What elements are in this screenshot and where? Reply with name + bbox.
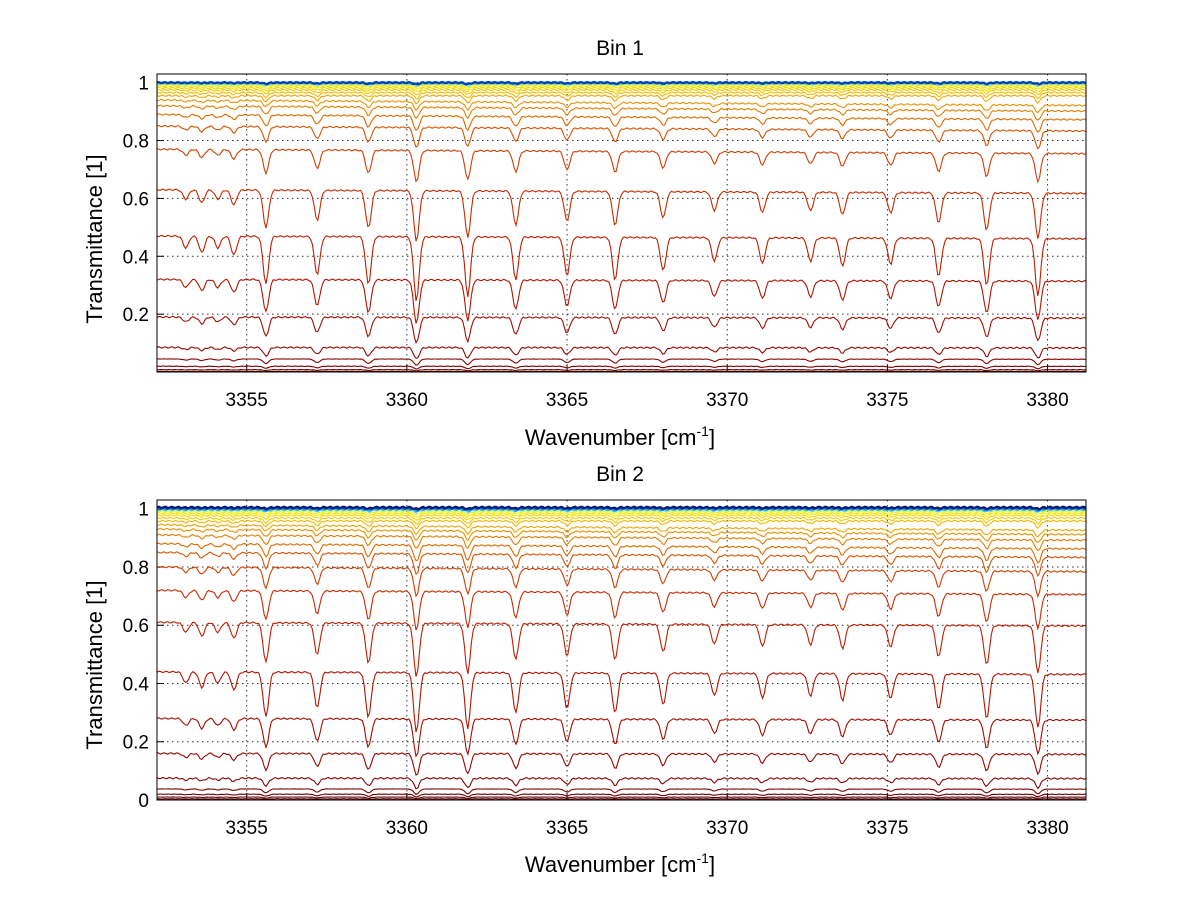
series-line-10 [156,94,1087,105]
series-line-21 [156,358,1086,366]
x-axis-label-main: Wavenumber [cm [525,852,697,877]
series-line-8 [157,88,1087,96]
y-tick-label: 0.2 [123,733,149,754]
series-line-1 [156,80,1087,86]
chart-title: Bin 2 [596,463,644,486]
series-line-21 [156,752,1086,776]
series-line-16 [156,565,1087,599]
series-line-24 [156,793,1086,798]
x-tick-label: 3360 [386,390,428,411]
series-line-15 [156,147,1087,184]
y-tick-label: 0.2 [123,305,149,326]
y-tick-label: 0.4 [123,674,150,695]
series-line-14 [156,542,1087,564]
x-tick-label: 3370 [706,390,748,411]
y-axis-label: Transmittance [1] [82,154,107,323]
series-line-12 [156,104,1087,121]
series-line-22 [156,365,1087,370]
y-tick-label: 0 [138,791,149,812]
series-line-17 [156,234,1087,302]
series-line-6 [156,84,1087,91]
series-line-10 [156,519,1087,530]
x-tick-label: 3375 [866,390,908,411]
series-line-22 [156,776,1087,790]
series-line-9 [156,516,1087,525]
series-line-18 [156,278,1087,324]
series-line-1 [156,505,1087,511]
x-axis-label: Wavenumber [cm-1] [525,423,715,450]
x-tick-label: 3375 [866,818,908,839]
chart-title: Bin 1 [596,37,644,60]
x-tick-label: 3355 [226,390,268,411]
x-tick-label: 3365 [546,818,588,839]
y-tick-label: 0.6 [123,616,149,637]
series-line-11 [156,98,1087,114]
axes-frame [156,499,1087,801]
series-line-6 [156,510,1087,516]
series-line-13 [156,113,1087,133]
y-tick-label: 0.6 [123,189,149,210]
chart-panel-bin1: Bin 1 Transmittance [1] Wavenumber [cm-1… [82,37,1087,450]
chart-panel-bin2: Bin 2 Transmittance [1] Wavenumber [cm-1… [82,463,1087,877]
y-tick-label: 1 [138,74,149,95]
series-line-14 [156,124,1087,150]
plot-area: 3355 3360 3365 3370 3375 3380 0 0.2 0.4 0.6 0.8 1 [123,499,1087,839]
series-line-16 [156,188,1087,242]
x-axis-label-close: ] [709,852,715,877]
series-line-18 [156,620,1087,677]
x-axis-label-superscript: -1 [697,423,710,439]
x-axis-label-close: ] [709,425,715,450]
series-line-23 [156,788,1087,795]
y-tick-label: 0.8 [123,558,149,579]
series-line-17 [156,588,1087,631]
series-line-25 [156,796,1087,800]
series-line-7 [156,86,1087,93]
series-line-9 [156,91,1087,100]
axes-frame [156,73,1087,373]
series-line-20 [156,717,1087,758]
x-axis-label-superscript: -1 [697,850,710,866]
series-line-11 [156,523,1087,538]
y-tick-label: 0.8 [123,132,149,153]
series-line-19 [156,670,1087,733]
series-line-13 [156,533,1087,551]
series-line-7 [156,512,1087,518]
plot-background [157,500,1086,800]
x-tick-label: 3380 [1026,818,1068,839]
series-line-19 [156,315,1087,344]
x-tick-label: 3355 [226,818,268,839]
series-line-8 [157,514,1087,521]
x-tick-label: 3360 [386,818,428,839]
series-line-23 [156,368,1087,372]
series-line-26 [156,798,1087,800]
y-tick-label: 0.4 [123,247,150,268]
x-tick-label: 3370 [706,818,748,839]
series-line-15 [156,551,1087,578]
y-axis-label: Transmittance [1] [82,580,107,749]
x-axis-label: Wavenumber [cm-1] [525,850,715,877]
x-tick-label: 3365 [546,390,588,411]
series-line-20 [156,346,1087,359]
plot-area: 3355 3360 3365 3370 3375 3380 0.2 0.4 0.6 0.8 1 [123,73,1087,411]
x-axis-label-main: Wavenumber [cm [525,425,697,450]
plot-background [157,74,1086,372]
series-line-12 [156,527,1087,543]
x-tick-label: 3380 [1026,390,1068,411]
y-tick-label: 1 [138,500,149,521]
